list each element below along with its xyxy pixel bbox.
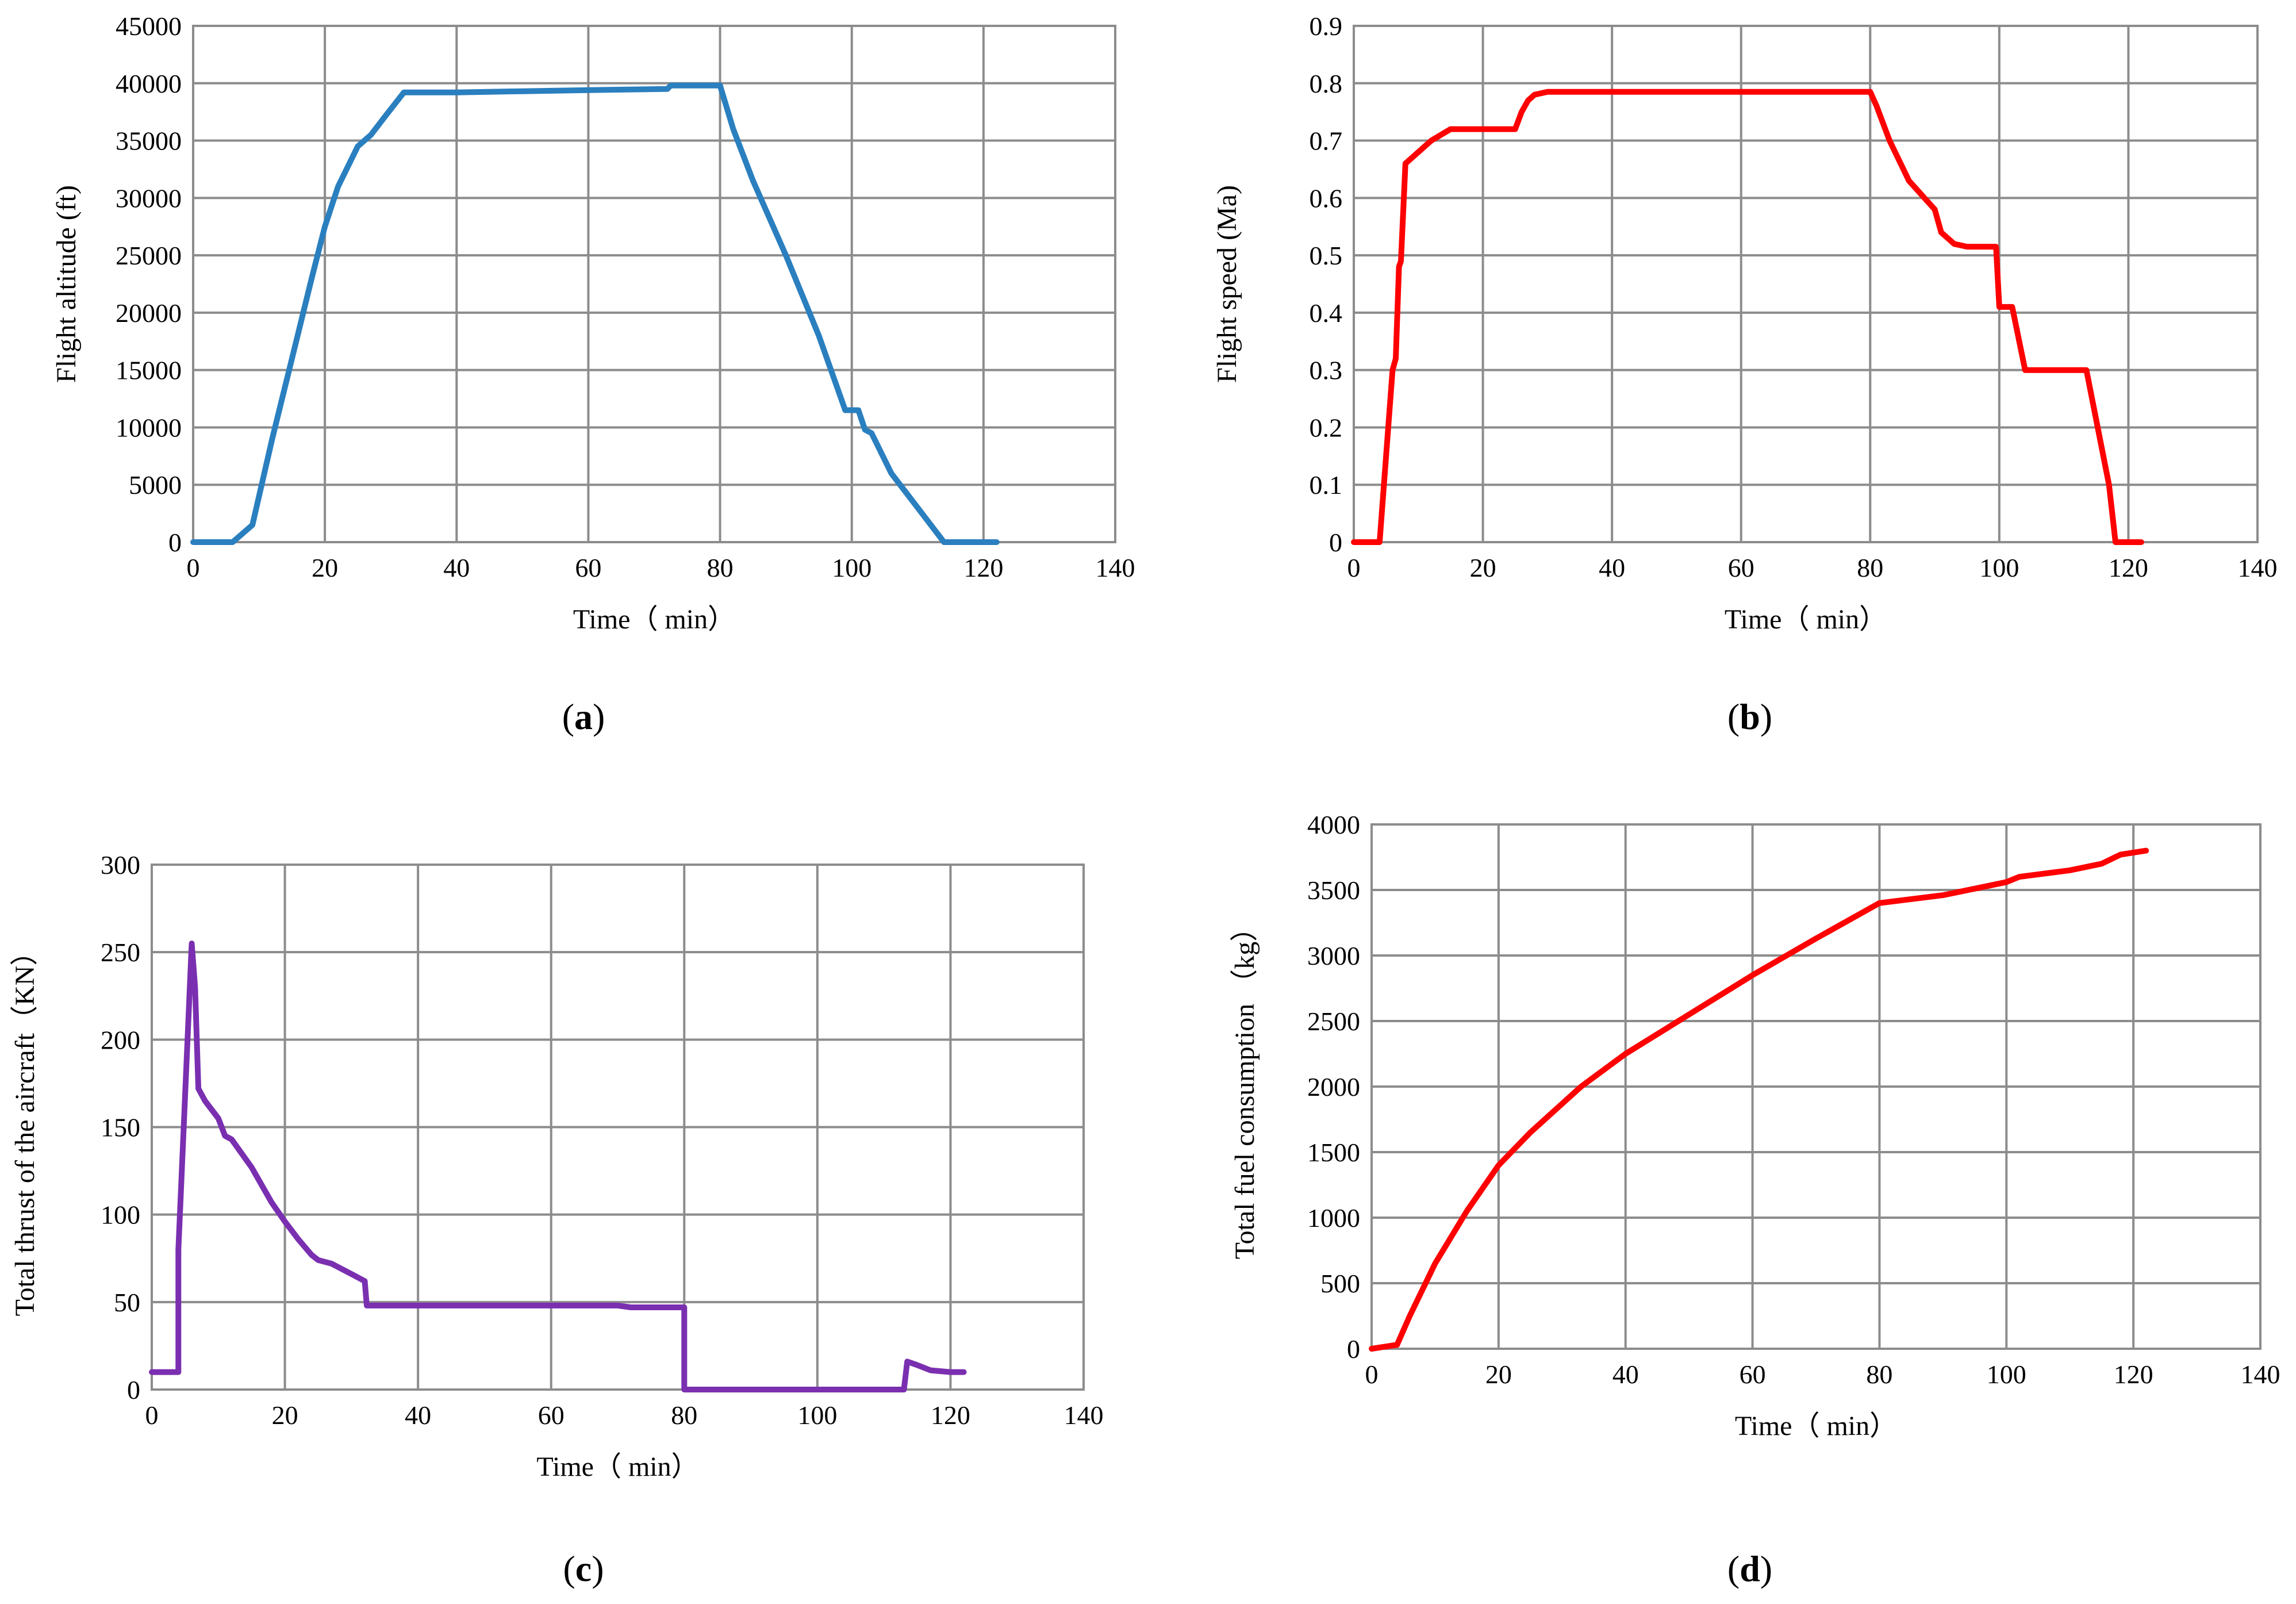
- y-tick-label: 0.6: [1310, 183, 1343, 213]
- y-tick-label: 250: [101, 938, 140, 967]
- panel-label-a: (a): [562, 696, 605, 737]
- x-tick-label: 40: [405, 1400, 431, 1430]
- y-axis-label: Flight altitude (ft): [51, 185, 82, 383]
- y-axis-label: Flight speed (Ma): [1212, 185, 1242, 383]
- y-tick-label: 40000: [116, 69, 182, 98]
- x-tick-label: 20: [312, 553, 338, 582]
- y-tick-label: 1500: [1307, 1138, 1360, 1167]
- y-tick-label: 20000: [116, 298, 182, 328]
- x-tick-label: 120: [931, 1400, 970, 1430]
- y-tick-label: 3500: [1307, 876, 1360, 905]
- panel-label-d: (d): [1727, 1548, 1772, 1589]
- y-tick-label: 200: [101, 1025, 140, 1054]
- panel-letter: d: [1740, 1548, 1760, 1589]
- x-tick-label: 100: [797, 1400, 837, 1430]
- series-line-d-0: [1369, 847, 2149, 1352]
- y-tick-label: 0.3: [1310, 356, 1343, 385]
- y-tick-label: 0.5: [1310, 241, 1343, 270]
- x-tick-label: 140: [2238, 553, 2278, 582]
- y-tick-label: 150: [101, 1113, 140, 1142]
- y-tick-label: 0.4: [1310, 298, 1343, 328]
- plot-frame: [151, 864, 1085, 1391]
- x-tick-label: 80: [707, 553, 734, 582]
- y-tick-label: 4000: [1307, 810, 1360, 839]
- x-tick-label: 60: [538, 1400, 565, 1430]
- x-tick-label: 40: [443, 553, 470, 582]
- y-tick-label: 0.7: [1310, 126, 1343, 156]
- x-tick-label: 80: [671, 1400, 697, 1430]
- y-axis-label: Total fuel consumption （kg）: [1230, 914, 1260, 1260]
- x-tick-label: 100: [832, 553, 871, 582]
- y-tick-label: 35000: [116, 126, 182, 156]
- panel-label-b: (b): [1727, 696, 1772, 737]
- x-tick-label: 20: [1470, 553, 1496, 582]
- x-tick-label: 100: [1987, 1360, 2026, 1389]
- x-tick-label: 60: [1728, 553, 1754, 582]
- x-axis-label: Time（ min）: [1725, 604, 1887, 635]
- x-axis-label: Time（ min）: [536, 1452, 698, 1482]
- y-tick-label: 0: [1347, 1334, 1360, 1364]
- y-tick-label: 2500: [1307, 1007, 1360, 1036]
- series-line-a-0: [190, 82, 1000, 545]
- panel-label-c: (c): [563, 1548, 604, 1589]
- x-tick-label: 0: [187, 553, 200, 582]
- y-tick-label: 100: [101, 1200, 140, 1230]
- y-tick-label: 0.8: [1310, 69, 1343, 98]
- chart-d: 0 20 40 60 80 100 120 140 0 500 1000 1500 2000 2500 30…: [1230, 810, 2280, 1589]
- y-tick-label: 30000: [116, 183, 182, 213]
- x-tick-label: 140: [2241, 1360, 2280, 1389]
- plot-frame: [192, 25, 1116, 543]
- panel-letter: c: [575, 1548, 592, 1589]
- x-tick-label: 20: [1485, 1360, 1512, 1389]
- y-tick-label: 5000: [129, 470, 182, 500]
- x-tick-label: 120: [2109, 553, 2148, 582]
- x-tick-label: 60: [1740, 1360, 1766, 1389]
- series-line-b-0: [1351, 89, 2144, 545]
- y-tick-label: 0.2: [1310, 413, 1343, 442]
- y-tick-label: 500: [1320, 1269, 1360, 1298]
- y-tick-label: 10000: [116, 413, 182, 442]
- y-tick-label: 0: [127, 1375, 140, 1405]
- series-line-c-0: [149, 941, 967, 1392]
- x-axis-label: Time（ min）: [573, 604, 735, 635]
- x-tick-label: 40: [1612, 1360, 1639, 1389]
- y-tick-label: 0.1: [1310, 470, 1343, 500]
- x-tick-label: 140: [1096, 553, 1135, 582]
- y-tick-label: 2000: [1307, 1072, 1360, 1102]
- chart-a: 0 20 40 60 80 100 120 140 0 5000 10000 15000 20000 25…: [51, 11, 1135, 737]
- y-tick-label: 25000: [116, 241, 182, 270]
- y-tick-label: 45000: [116, 11, 182, 41]
- x-tick-label: 140: [1064, 1400, 1104, 1430]
- x-tick-label: 80: [1857, 553, 1883, 582]
- x-tick-label: 0: [1365, 1360, 1379, 1389]
- panel-letter: a: [574, 696, 593, 737]
- chart-b: 0 20 40 60 80 100 120 140 0 0.1 0.2 0.3 0.4 0.5 0.6 0.7…: [1212, 11, 2278, 737]
- y-tick-label: 300: [101, 850, 140, 880]
- y-tick-label: 15000: [116, 356, 182, 385]
- x-tick-label: 100: [1979, 553, 2019, 582]
- y-tick-label: 1000: [1307, 1203, 1360, 1233]
- x-tick-label: 120: [963, 553, 1003, 582]
- panel-letter: b: [1740, 696, 1760, 737]
- y-tick-label: 0: [1329, 528, 1342, 557]
- plot-frame: [1353, 25, 2259, 543]
- x-tick-label: 0: [145, 1400, 159, 1430]
- x-tick-label: 40: [1599, 553, 1625, 582]
- y-tick-label: 0.9: [1310, 11, 1343, 41]
- chart-c: 0 20 40 60 80 100 120 140 0 50 100 150 200 250 300 Time…: [10, 850, 1104, 1589]
- y-axis-label: Total thrust of the aircraft（KN）: [10, 938, 40, 1317]
- y-tick-label: 0: [168, 528, 182, 557]
- x-tick-label: 80: [1866, 1360, 1892, 1389]
- y-tick-label: 3000: [1307, 941, 1360, 970]
- x-tick-label: 120: [2114, 1360, 2153, 1389]
- plot-frame: [1370, 823, 2262, 1350]
- x-tick-label: 0: [1347, 553, 1361, 582]
- x-axis-label: Time（ min）: [1735, 1411, 1897, 1441]
- x-tick-label: 60: [575, 553, 601, 582]
- y-tick-label: 50: [114, 1288, 140, 1317]
- x-tick-label: 20: [272, 1400, 298, 1430]
